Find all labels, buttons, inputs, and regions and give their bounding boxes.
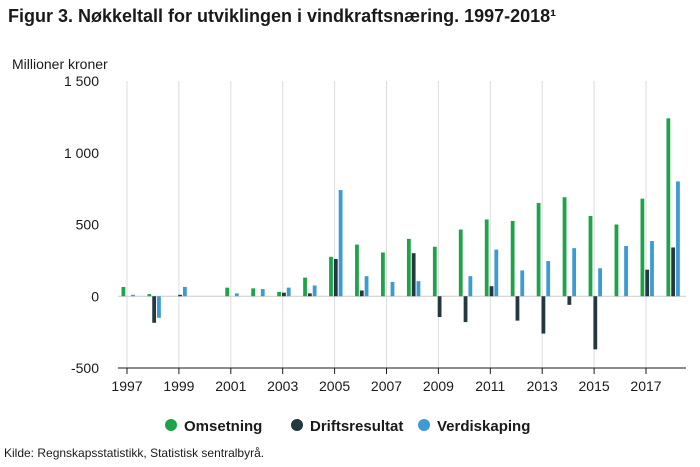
bar-verdiskaping-2003 xyxy=(286,287,291,297)
x-tick-label: 2001 xyxy=(215,378,246,394)
bar-verdiskaping-2001 xyxy=(234,293,239,297)
x-tick-label: 2013 xyxy=(527,378,558,394)
bar-omsetning-2001 xyxy=(225,287,230,297)
bar-omsetning-2008 xyxy=(406,238,411,297)
bar-verdiskaping-2012 xyxy=(520,270,525,297)
legend: Omsetning Driftsresultat Verdiskaping xyxy=(165,418,530,435)
bar-omsetning-2017 xyxy=(640,198,645,297)
x-tick-label: 1999 xyxy=(163,378,194,394)
bar-verdiskaping-2018 xyxy=(676,181,680,297)
y-tick-label: 500 xyxy=(76,217,100,233)
bar-verdiskaping-2010 xyxy=(468,276,473,297)
bar-omsetning-2006 xyxy=(355,244,359,297)
source-note: Kilde: Regnskapsstatistikk, Statistisk s… xyxy=(4,446,265,460)
bar-verdiskaping-2002 xyxy=(260,289,265,297)
bar-omsetning-2004 xyxy=(303,277,307,297)
bars xyxy=(121,118,680,350)
bar-verdiskaping-1997 xyxy=(131,294,135,297)
bar-omsetning-2011 xyxy=(484,219,489,297)
x-tick-label: 2005 xyxy=(319,378,350,394)
bar-driftsresultat-2013 xyxy=(541,296,546,334)
bar-verdiskaping-2017 xyxy=(650,241,654,297)
bar-omsetning-2005 xyxy=(329,256,333,297)
legend-marker-verdiskaping xyxy=(418,419,430,431)
bar-omsetning-2016 xyxy=(614,224,619,297)
bar-verdiskaping-1998 xyxy=(157,296,161,318)
bar-driftsresultat-2005 xyxy=(333,258,338,297)
x-axis-ticks: 1997 1999 2001 2003 2005 2007 2009 2011 2013 2015… xyxy=(111,368,662,394)
bar-omsetning-2018 xyxy=(666,118,671,297)
bar-driftsresultat-2015 xyxy=(593,296,598,350)
bar-driftsresultat-2004 xyxy=(307,293,312,297)
bar-driftsresultat-2008 xyxy=(411,253,416,297)
bar-driftsresultat-1999 xyxy=(178,294,182,297)
bar-driftsresultat-2014 xyxy=(567,296,572,305)
bar-verdiskaping-2004 xyxy=(312,285,317,297)
y-tick-label: -500 xyxy=(71,360,99,376)
x-tick-label: 2015 xyxy=(579,378,610,394)
y-tick-label: 1 500 xyxy=(64,73,99,89)
x-tick-label: 2011 xyxy=(475,378,505,394)
x-tick-label: 2003 xyxy=(267,378,298,394)
bar-driftsresultat-2009 xyxy=(437,296,442,318)
bar-omsetning-2015 xyxy=(588,215,593,297)
bar-omsetning-1998 xyxy=(147,294,152,297)
bar-verdiskaping-2015 xyxy=(598,268,602,297)
bar-verdiskaping-2006 xyxy=(364,276,369,297)
bar-verdiskaping-2011 xyxy=(494,249,499,297)
bar-driftsresultat-2003 xyxy=(282,292,286,297)
bar-omsetning-2009 xyxy=(432,246,437,297)
bar-verdiskaping-2007 xyxy=(390,281,395,297)
legend-label-omsetning: Omsetning xyxy=(184,418,262,435)
bar-omsetning-2003 xyxy=(277,291,281,297)
bar-driftsresultat-2018 xyxy=(671,247,676,297)
bar-driftsresultat-2010 xyxy=(463,296,468,323)
legend-marker-omsetning xyxy=(165,419,177,431)
x-tick-label: 2007 xyxy=(371,378,402,394)
bar-driftsresultat-2017 xyxy=(645,269,650,297)
bar-verdiskaping-2005 xyxy=(338,190,343,297)
bar-verdiskaping-2008 xyxy=(416,281,421,297)
bar-omsetning-1997 xyxy=(121,286,126,297)
y-axis-unit-label: Millioner kroner xyxy=(12,56,108,72)
bar-omsetning-2012 xyxy=(510,220,515,297)
bar-omsetning-2010 xyxy=(458,229,463,297)
bar-driftsresultat-1998 xyxy=(152,296,157,323)
y-tick-label: 1 000 xyxy=(64,145,99,161)
grid-lines xyxy=(118,81,686,368)
bar-verdiskaping-2016 xyxy=(624,246,628,297)
bar-driftsresultat-2012 xyxy=(515,296,520,321)
chart-title: Figur 3. Nøkkeltall for utviklingen i vi… xyxy=(8,6,557,26)
x-tick-label: 2009 xyxy=(423,378,454,394)
bar-driftsresultat-2011 xyxy=(489,286,494,297)
bar-verdiskaping-1999 xyxy=(183,286,187,297)
bar-verdiskaping-2013 xyxy=(546,261,551,297)
x-tick-label: 2017 xyxy=(630,378,661,394)
bar-omsetning-2014 xyxy=(562,197,567,297)
bar-omsetning-2007 xyxy=(381,252,385,297)
bar-verdiskaping-2014 xyxy=(572,248,577,297)
bar-driftsresultat-2006 xyxy=(359,290,364,297)
legend-label-verdiskaping: Verdiskaping xyxy=(437,418,530,435)
x-tick-label: 1997 xyxy=(111,378,142,394)
legend-label-driftsresultat: Driftsresultat xyxy=(310,418,403,435)
bar-omsetning-2002 xyxy=(251,288,256,297)
legend-marker-driftsresultat xyxy=(291,419,303,431)
y-axis-ticks: -500 0 500 1 000 1 500 xyxy=(64,73,99,376)
y-tick-label: 0 xyxy=(91,288,99,304)
bar-omsetning-2013 xyxy=(536,202,541,297)
